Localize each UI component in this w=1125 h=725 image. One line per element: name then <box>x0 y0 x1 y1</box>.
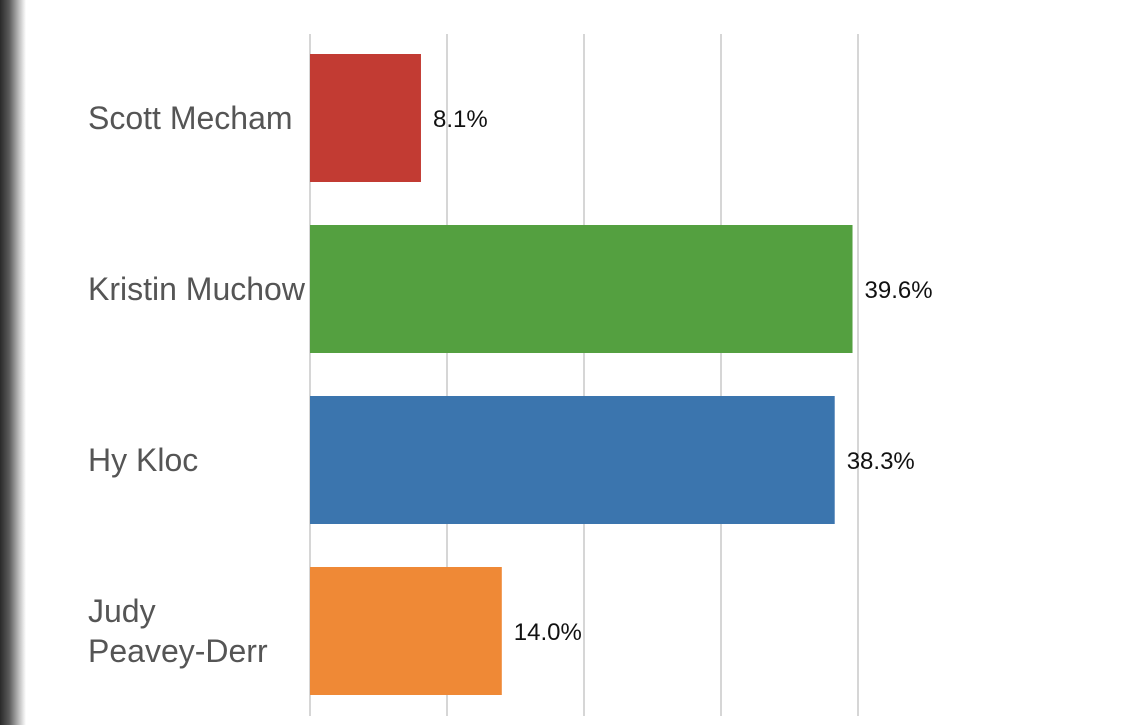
bar-scott-mecham <box>310 54 421 182</box>
category-label-line: Peavey-Derr <box>88 633 268 669</box>
category-label: Kristin Muchow <box>88 269 305 309</box>
bars <box>310 54 853 695</box>
value-label: 8.1% <box>433 106 488 133</box>
bar-kristin-muchow <box>310 225 853 353</box>
category-label: Scott Mecham <box>88 98 293 138</box>
bar-hy-kloc <box>310 396 835 524</box>
category-label-line: Hy Kloc <box>88 442 199 478</box>
value-label: 38.3% <box>847 448 915 475</box>
value-label: 14.0% <box>514 619 582 646</box>
category-label-line: Judy <box>88 593 156 629</box>
category-label: Hy Kloc <box>88 440 198 480</box>
value-labels: 8.1% 39.6% 38.3% 14.0% <box>433 106 933 646</box>
category-label-line: Kristin Muchow <box>88 271 305 307</box>
value-label: 39.6% <box>865 277 933 304</box>
left-edge-shadow <box>0 0 26 725</box>
category-label-line: Scott Mecham <box>88 100 293 136</box>
category-label: Judy Peavey-Derr <box>88 591 268 671</box>
bar-judy-peavey-derr <box>310 567 502 695</box>
